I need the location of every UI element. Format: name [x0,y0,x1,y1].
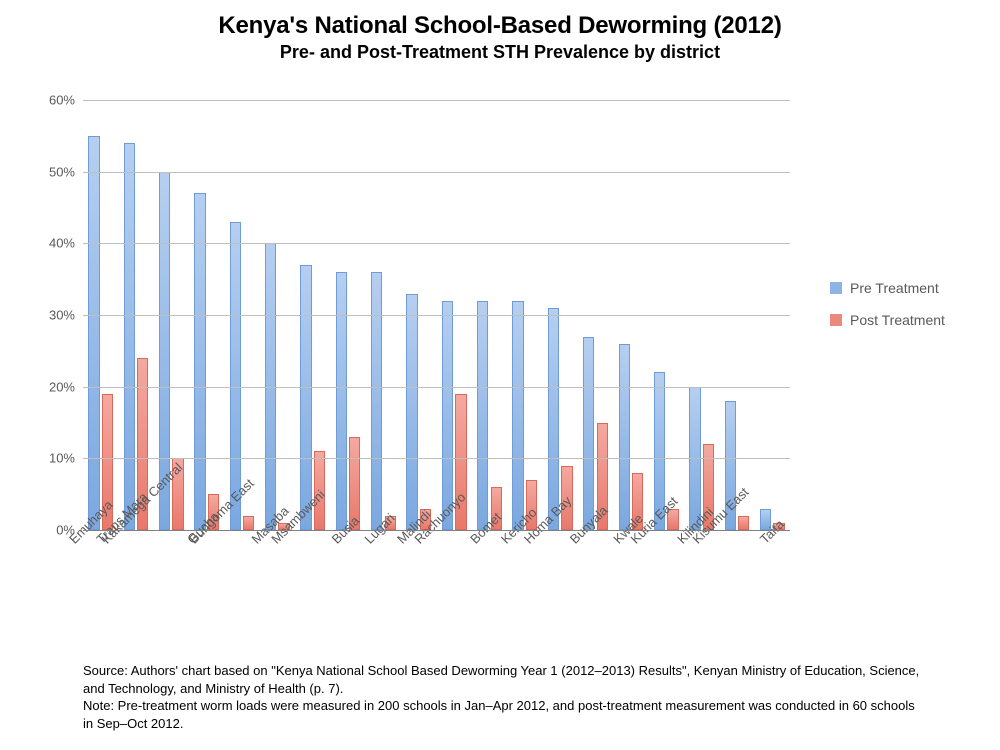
gridline [83,172,790,173]
gridline [83,315,790,316]
bar-post [243,516,254,530]
legend: Pre Treatment Post Treatment [830,280,945,344]
gridline [83,530,790,531]
legend-swatch [830,314,842,326]
bar-pre [371,272,382,530]
gridline [83,243,790,244]
chart-subtitle: Pre- and Post-Treatment STH Prevalence b… [0,42,1000,63]
bar-pre [548,308,559,530]
titles: Kenya's National School-Based Deworming … [0,0,1000,63]
bar-post [738,516,749,530]
footnote-line: Note: Pre-treatment worm loads were meas… [83,697,923,732]
bar-pre [406,294,417,531]
ytick-label: 30% [35,308,75,323]
bar-pre [512,301,523,530]
gridline [83,387,790,388]
legend-label: Post Treatment [850,312,945,328]
legend-swatch [830,282,842,294]
ytick-label: 40% [35,236,75,251]
bar-pre [300,265,311,530]
chart-title: Kenya's National School-Based Deworming … [0,12,1000,40]
bar-pre [124,143,135,530]
bar-pre [619,344,630,530]
footnote-line: Source: Authors' chart based on "Kenya N… [83,662,923,697]
legend-item: Pre Treatment [830,280,945,296]
legend-item: Post Treatment [830,312,945,328]
bar-pre [88,136,99,530]
ytick-label: 0% [35,523,75,538]
ytick-label: 60% [35,93,75,108]
bar-pre [336,272,347,530]
ytick-label: 10% [35,451,75,466]
gridline [83,100,790,101]
ytick-label: 50% [35,164,75,179]
chart-container: Kenya's National School-Based Deworming … [0,0,1000,750]
ytick-label: 20% [35,379,75,394]
gridline [83,458,790,459]
bar-pre [477,301,488,530]
legend-label: Pre Treatment [850,280,939,296]
plot-area: EmuhayaTrans MaraKakamega CentralGuchaBu… [83,100,790,530]
footnote: Source: Authors' chart based on "Kenya N… [83,662,923,732]
bar-pre [583,337,594,531]
